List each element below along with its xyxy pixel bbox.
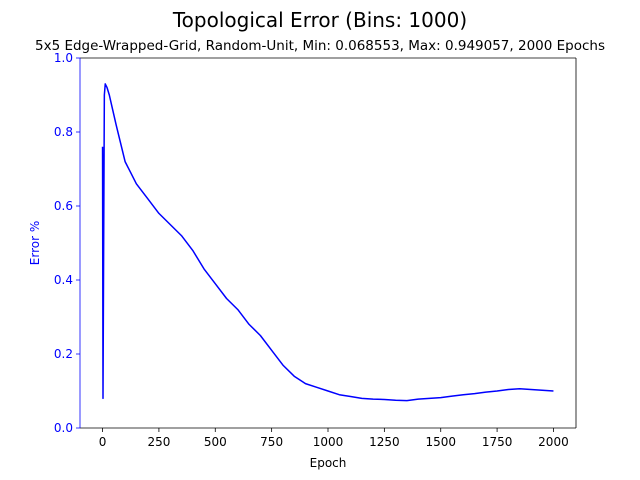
y-tick-label: 0.0 bbox=[54, 421, 73, 435]
y-tick-label: 1.0 bbox=[54, 51, 73, 65]
series-layer bbox=[101, 83, 554, 402]
y-tick-label: 0.4 bbox=[54, 273, 73, 287]
y-axis-label: Error % bbox=[28, 221, 42, 265]
x-tick-label: 1000 bbox=[313, 435, 344, 449]
x-tick-label: 2000 bbox=[538, 435, 569, 449]
x-axis-label: Epoch bbox=[310, 456, 347, 470]
x-tick-label: 1500 bbox=[425, 435, 456, 449]
x-tick-label: 1250 bbox=[369, 435, 400, 449]
plot-background bbox=[80, 58, 576, 428]
chart-title: Topological Error (Bins: 1000) bbox=[172, 8, 467, 32]
x-tick-label: 500 bbox=[204, 435, 227, 449]
y-tick-label: 0.8 bbox=[54, 125, 73, 139]
series-line bbox=[101, 83, 554, 402]
x-tick-label: 250 bbox=[147, 435, 170, 449]
chart-subtitle: 5x5 Edge-Wrapped-Grid, Random-Unit, Min:… bbox=[35, 38, 605, 54]
y-tick-label: 0.2 bbox=[54, 347, 73, 361]
plot-area bbox=[80, 58, 576, 428]
y-tick-label: 0.6 bbox=[54, 199, 73, 213]
x-tick-label: 1750 bbox=[482, 435, 513, 449]
x-tick-label: 0 bbox=[99, 435, 107, 449]
axes-layer: 0 250 500 750 1000 1250 1500 1750 2000 0.0 0.2 0.4 0… bbox=[54, 51, 577, 449]
x-tick-label: 750 bbox=[260, 435, 283, 449]
